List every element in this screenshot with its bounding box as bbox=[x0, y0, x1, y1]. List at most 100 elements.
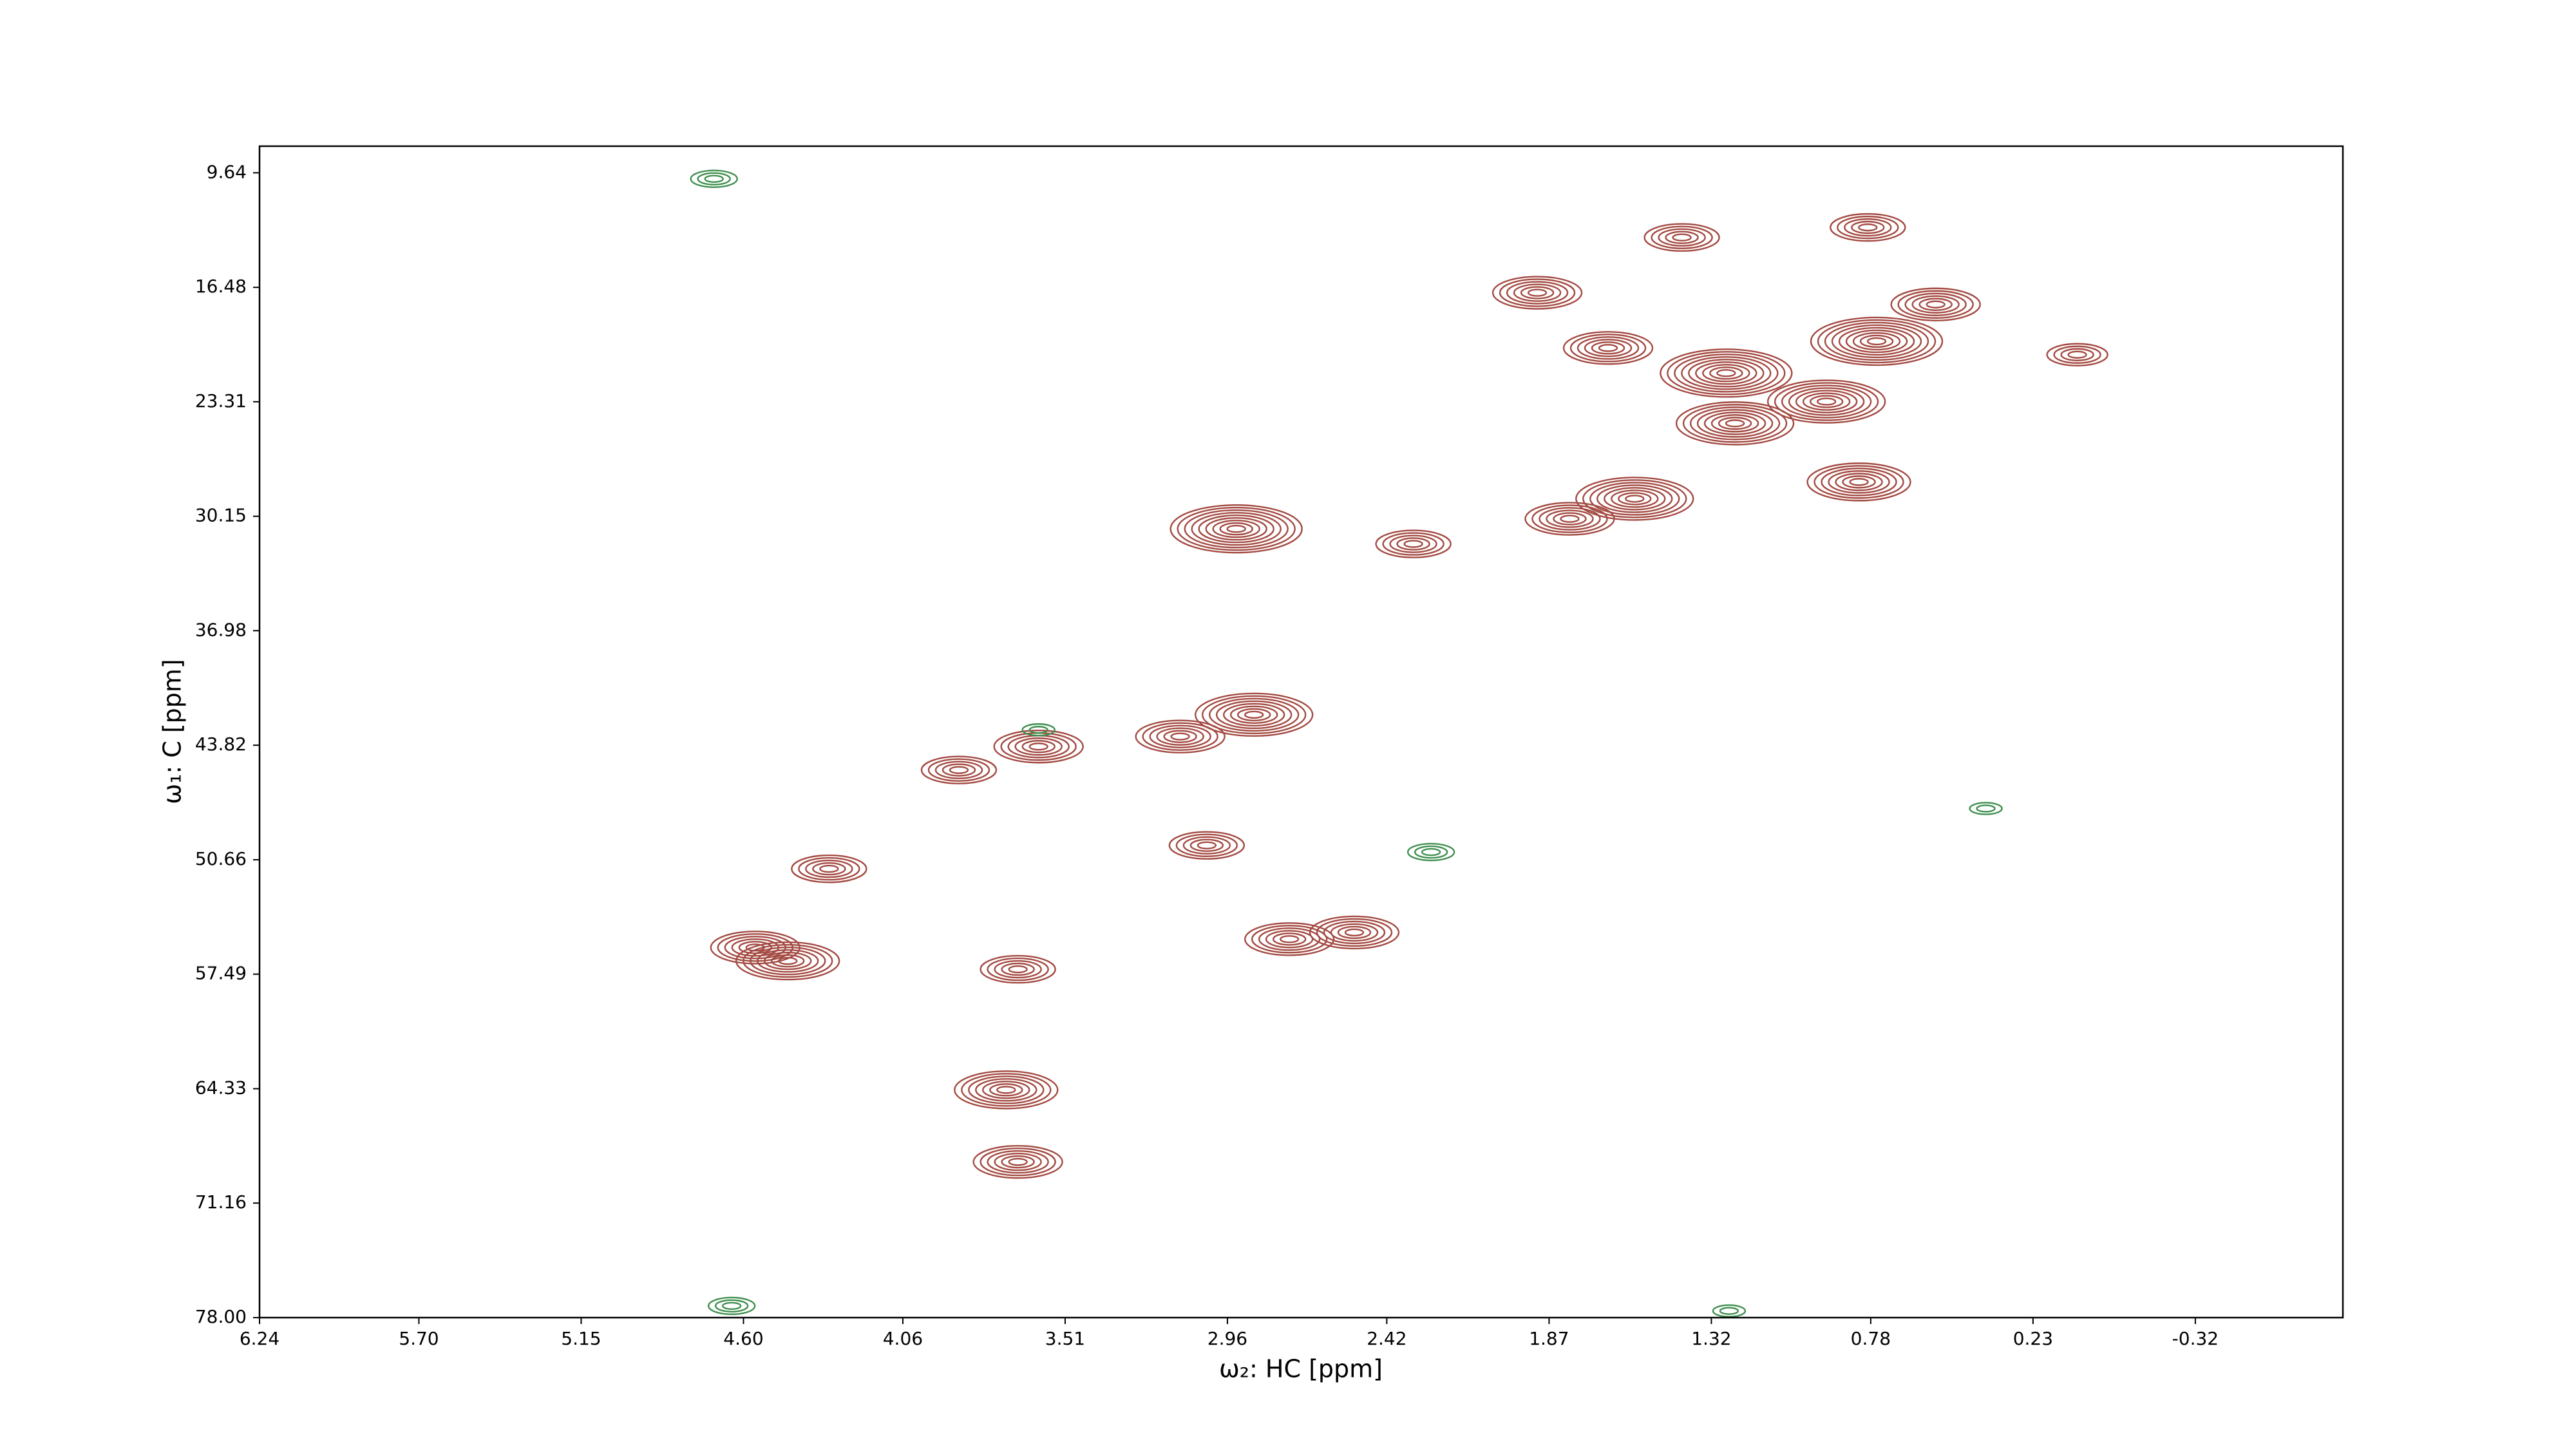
contour-ring bbox=[1421, 848, 1441, 857]
contour-ring bbox=[1695, 361, 1757, 385]
contour-ring bbox=[1189, 838, 1224, 852]
contour-ring bbox=[1611, 489, 1659, 508]
contour-ring bbox=[1821, 468, 1897, 497]
contour-ring bbox=[1375, 529, 1452, 558]
contour-ring bbox=[1008, 965, 1028, 974]
contour-ring bbox=[1175, 833, 1238, 857]
contour-ring bbox=[927, 758, 990, 782]
contour-ring bbox=[1604, 487, 1666, 511]
x-tick-label: 2.96 bbox=[1208, 1328, 1247, 1349]
contour-ring bbox=[1709, 366, 1743, 380]
contour-ring bbox=[1816, 397, 1837, 406]
contour-ring bbox=[1028, 726, 1048, 734]
contour-ring bbox=[987, 957, 1049, 981]
contour-ring bbox=[717, 933, 794, 962]
contour-ring bbox=[1674, 354, 1779, 393]
contour-ring bbox=[1911, 295, 1960, 314]
contour-ring bbox=[1008, 1157, 1028, 1166]
contour-ring bbox=[1222, 703, 1285, 727]
y-axis-label: ω₁: C [ppm] bbox=[158, 659, 187, 804]
contour-ring bbox=[1710, 414, 1759, 433]
contour-ring bbox=[1229, 705, 1278, 724]
contour-ring bbox=[1926, 300, 1946, 308]
contour-ring bbox=[954, 1070, 1059, 1110]
contour-ring bbox=[1665, 231, 1699, 244]
contour-ring bbox=[1201, 695, 1307, 735]
contour-ring bbox=[1170, 504, 1303, 554]
contour-ring bbox=[993, 730, 1084, 764]
x-tick-label: 3.51 bbox=[1045, 1328, 1085, 1349]
contour-ring bbox=[1499, 278, 1576, 307]
x-tick-label: 5.70 bbox=[399, 1328, 439, 1349]
x-tick-label: 2.42 bbox=[1367, 1328, 1406, 1349]
contour-ring bbox=[697, 172, 731, 185]
contour-ring bbox=[1837, 215, 1899, 240]
contour-ring bbox=[994, 960, 1042, 979]
contour-ring bbox=[1890, 287, 1981, 321]
y-tick-label: 71.16 bbox=[195, 1191, 247, 1213]
contour-ring bbox=[982, 1081, 1030, 1099]
contour-ring bbox=[1838, 327, 1915, 356]
contour-ring bbox=[949, 766, 969, 774]
contour-ring bbox=[1689, 406, 1781, 440]
contour-ring bbox=[1814, 465, 1904, 499]
contour-ring bbox=[994, 1152, 1042, 1171]
y-tick-label: 23.31 bbox=[195, 390, 247, 412]
contour-ring bbox=[1830, 213, 1906, 242]
contour-ring bbox=[920, 755, 998, 784]
contour-ring bbox=[989, 1083, 1023, 1097]
y-tick-label: 78.00 bbox=[195, 1306, 247, 1327]
contour-ring bbox=[1205, 516, 1267, 541]
contour-ring bbox=[704, 175, 724, 183]
contour-ring bbox=[1766, 379, 1886, 424]
contour-ring bbox=[1904, 292, 1967, 316]
contour-ring bbox=[1170, 732, 1190, 741]
contour-ring bbox=[1168, 831, 1245, 860]
contour-ring bbox=[1513, 283, 1562, 302]
x-tick-label: 6.24 bbox=[240, 1328, 279, 1349]
x-tick-label: 5.15 bbox=[561, 1328, 601, 1349]
contour-ring bbox=[1660, 348, 1793, 398]
y-tick-label: 50.66 bbox=[195, 848, 247, 869]
contour-ring bbox=[1389, 535, 1437, 553]
contour-ring bbox=[1194, 692, 1314, 737]
contour-ring bbox=[1406, 842, 1455, 862]
contour-ring bbox=[1001, 962, 1035, 976]
contour-ring bbox=[1584, 339, 1633, 357]
contour-ring bbox=[738, 941, 773, 954]
contour-ring bbox=[1177, 506, 1296, 551]
contour-ring bbox=[1575, 477, 1694, 521]
x-tick-label: 4.06 bbox=[883, 1328, 923, 1349]
contour-ring bbox=[980, 1147, 1056, 1177]
contour-ring bbox=[735, 941, 840, 981]
contour-ring bbox=[1191, 511, 1282, 546]
contour-ring bbox=[805, 859, 853, 878]
contour-ring bbox=[707, 1296, 756, 1315]
contour-ring bbox=[1806, 462, 1911, 502]
contour-ring bbox=[1667, 351, 1786, 395]
contour-ring bbox=[1844, 218, 1892, 237]
contour-ring bbox=[1675, 401, 1795, 446]
contour-ring bbox=[2046, 343, 2108, 366]
contour-ring bbox=[1625, 495, 1645, 503]
contour-ring bbox=[1852, 332, 1901, 351]
contour-ring bbox=[1560, 515, 1580, 523]
x-tick-label: 0.78 bbox=[1851, 1328, 1891, 1349]
contour-ring bbox=[987, 1150, 1049, 1174]
contour-ring bbox=[1702, 364, 1750, 383]
contour-ring bbox=[1506, 281, 1569, 305]
contour-ring bbox=[1835, 473, 1883, 491]
contour-ring bbox=[819, 864, 839, 873]
plot-frame bbox=[258, 145, 2344, 1319]
contour-ring bbox=[980, 954, 1056, 984]
contour-ring bbox=[1344, 928, 1365, 937]
contour-ring bbox=[1258, 927, 1321, 951]
contour-ring bbox=[1918, 298, 1953, 311]
contour-ring bbox=[1696, 409, 1774, 438]
contour-ring bbox=[1569, 334, 1647, 363]
contour-ring bbox=[1845, 329, 1908, 354]
contour-ring bbox=[1718, 417, 1752, 430]
contour-ring bbox=[1562, 331, 1654, 365]
y-tick-label: 64.33 bbox=[195, 1077, 247, 1099]
contour-ring bbox=[1382, 532, 1444, 556]
